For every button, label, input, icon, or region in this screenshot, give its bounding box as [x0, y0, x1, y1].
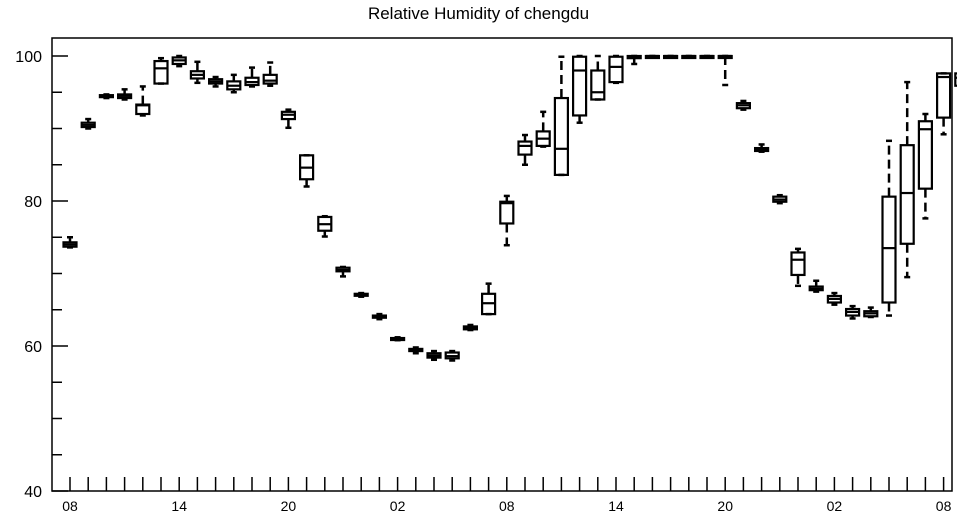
y-tick-label: 80 — [24, 194, 42, 211]
box-plot-48 — [935, 72, 952, 136]
box-plot-28 — [571, 54, 588, 124]
box-plot-2 — [98, 93, 115, 100]
box-plot-33 — [662, 54, 679, 60]
box-iqr — [917, 120, 934, 190]
box-iqr — [608, 55, 624, 84]
box-plot-19 — [408, 346, 424, 355]
box-plot-13 — [299, 154, 315, 188]
plot-frame — [51, 37, 953, 492]
box-iqr — [790, 251, 806, 277]
box-iqr — [499, 200, 515, 225]
x-tick-label: 20 — [281, 498, 297, 514]
box-iqr — [262, 73, 278, 85]
box-plot-15 — [335, 265, 351, 278]
box-plot-14 — [317, 214, 333, 238]
box-plot-39 — [772, 193, 788, 205]
box-plot-7 — [189, 60, 205, 85]
box-plot-18 — [390, 336, 406, 342]
box-plot-4 — [135, 85, 151, 117]
x-tick-label: 08 — [936, 498, 952, 514]
box-plot-17 — [371, 312, 387, 321]
box-plot-11 — [262, 61, 278, 87]
x-tick-label: 02 — [390, 498, 406, 514]
box-iqr — [935, 72, 952, 119]
box-plot-44 — [863, 306, 879, 319]
box-plot-38 — [753, 143, 770, 153]
x-tick-label: 14 — [608, 498, 624, 514]
y-tick-label: 100 — [15, 49, 42, 66]
box-iqr — [153, 59, 169, 85]
box-plot-16 — [353, 291, 369, 298]
x-tick-label: 08 — [62, 498, 78, 514]
box-plot-40 — [790, 247, 806, 288]
box-plot-21 — [444, 349, 460, 362]
x-tick-label: 08 — [499, 498, 515, 514]
box-plot-25 — [517, 133, 533, 166]
box-iqr — [517, 140, 533, 156]
box-plot-45 — [881, 139, 897, 317]
box-plot-41 — [808, 279, 824, 293]
box-plot-26 — [535, 110, 551, 148]
box-plot-35 — [699, 54, 715, 60]
box-plot-30 — [608, 54, 624, 85]
box-plot-32 — [644, 54, 661, 60]
y-tick-label: 40 — [24, 484, 42, 501]
x-tick-label: 20 — [717, 498, 733, 514]
y-tick-label: 60 — [24, 339, 42, 356]
box-plot-42 — [826, 291, 843, 306]
box-iqr — [899, 144, 915, 245]
chart-title: Relative Humidity of chengdu — [367, 4, 590, 23]
x-tick-label: 02 — [827, 498, 843, 514]
box-iqr — [571, 55, 588, 117]
box-plot-29 — [590, 54, 606, 101]
box-iqr — [553, 96, 570, 177]
box-plot-34 — [681, 54, 697, 60]
box-plot-9 — [226, 73, 242, 94]
box-iqr — [590, 69, 606, 101]
box-plot-31 — [626, 54, 642, 66]
box-plot-37 — [735, 99, 752, 111]
box-plot-23 — [481, 282, 497, 316]
box-plot-1 — [80, 117, 96, 130]
box-plot-8 — [208, 75, 224, 88]
box-plot-6 — [171, 54, 187, 68]
box-plot-46 — [899, 80, 915, 279]
box-plot-22 — [462, 323, 478, 332]
box-plot-0 — [62, 236, 78, 249]
box-plot-36 — [717, 54, 733, 87]
box-plot-5 — [153, 56, 169, 85]
x-tick-label: 14 — [171, 498, 187, 514]
box-plot-10 — [244, 66, 260, 88]
box-plot-24 — [499, 194, 515, 247]
box-plot-27 — [553, 55, 570, 177]
box-plot-20 — [426, 349, 442, 362]
box-plot-47 — [917, 112, 934, 220]
box-plot-49 — [954, 72, 957, 87]
box-plot-3 — [116, 88, 133, 101]
box-plot-12 — [280, 108, 296, 130]
box-iqr — [954, 72, 957, 87]
box-iqr — [881, 195, 897, 304]
box-plot-43 — [844, 304, 861, 320]
